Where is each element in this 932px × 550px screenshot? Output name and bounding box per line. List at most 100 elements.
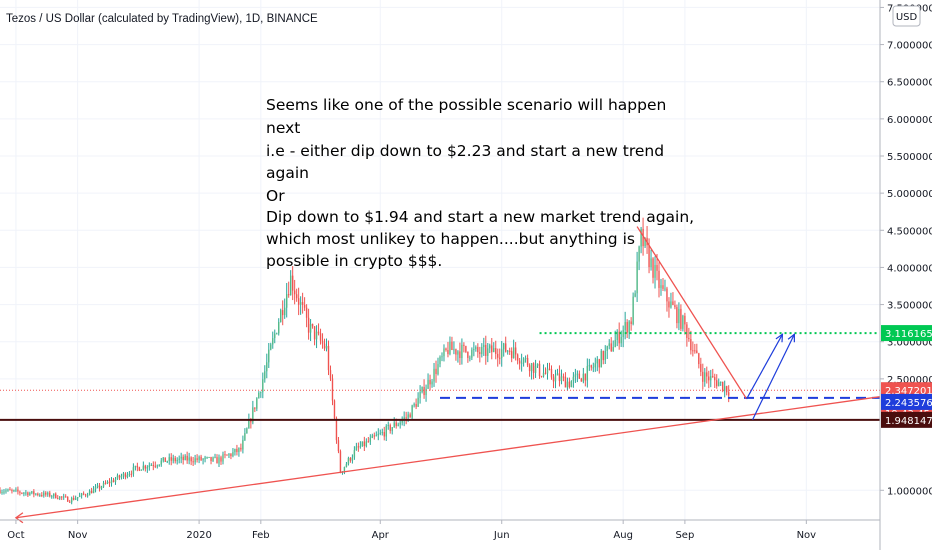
candle-body xyxy=(443,348,445,357)
candle-body xyxy=(116,475,119,480)
candle-body xyxy=(656,264,658,271)
candle-body xyxy=(222,454,224,462)
candle-body xyxy=(122,473,125,476)
candle-body xyxy=(544,372,547,374)
candle-body xyxy=(600,350,602,368)
candle-body xyxy=(307,317,310,333)
candle-body xyxy=(41,494,43,496)
candle-body xyxy=(88,490,91,496)
candle-body xyxy=(423,386,425,396)
candle-body xyxy=(198,456,200,460)
currency-button[interactable]: USD xyxy=(892,5,921,27)
trend-arrowhead xyxy=(14,512,24,524)
time-tick-label: Aug xyxy=(613,530,633,541)
candle-body xyxy=(449,341,451,355)
candle-body xyxy=(190,457,192,462)
price-tick-label: 3.5000000 xyxy=(887,301,932,312)
candle-body xyxy=(594,363,596,368)
candle-body xyxy=(353,450,356,458)
candle-body xyxy=(335,418,338,441)
candle-body xyxy=(642,228,644,247)
candle-body xyxy=(457,351,459,355)
candle-body xyxy=(3,491,5,493)
candle-body xyxy=(429,379,431,385)
candle-body xyxy=(250,419,252,423)
candle-body xyxy=(120,475,123,478)
candle-body xyxy=(256,398,258,409)
candle-body xyxy=(82,493,85,495)
price-tick-label: 5.5000000 xyxy=(887,152,932,163)
candle-body xyxy=(413,404,415,406)
candle-body xyxy=(459,351,461,359)
candle-body xyxy=(508,350,511,352)
candle-body xyxy=(337,440,340,452)
candle-body xyxy=(395,422,397,426)
candle-body xyxy=(694,350,696,352)
candle-body xyxy=(616,331,618,341)
candle-body xyxy=(236,448,238,453)
candle-body xyxy=(66,496,69,502)
candle-body xyxy=(590,365,593,368)
candle-body xyxy=(285,294,288,308)
candle-body xyxy=(708,376,710,381)
candle-body xyxy=(19,491,21,493)
price-tags: 3.11616552.347201219:43:452.24357641.948… xyxy=(881,325,932,428)
candle-body xyxy=(435,368,437,375)
candle-body xyxy=(176,459,178,462)
candle-body xyxy=(35,493,37,495)
candle-body xyxy=(311,323,314,327)
candle-body xyxy=(644,237,646,247)
candle-body xyxy=(710,376,712,381)
candle-body xyxy=(114,479,117,482)
candle-body xyxy=(574,374,577,377)
candle-body xyxy=(297,298,300,305)
candle-body xyxy=(194,458,196,463)
annotation-note: Seems like one of the possible scenario … xyxy=(266,96,694,270)
candle-body xyxy=(692,350,694,352)
currency-label: USD xyxy=(896,12,918,23)
note-line: again xyxy=(266,164,309,182)
candle-body xyxy=(481,347,483,355)
candle-body xyxy=(602,350,604,361)
candle-body xyxy=(407,414,409,418)
candle-body xyxy=(9,489,11,491)
candle-body xyxy=(78,495,81,498)
candle-body xyxy=(206,457,208,459)
price-tick-label: 2.5000000 xyxy=(887,375,932,386)
candle-body xyxy=(45,492,47,495)
candle-body xyxy=(485,344,487,356)
candle-body xyxy=(716,380,718,387)
candle-body xyxy=(90,490,93,494)
candle-body xyxy=(94,486,97,490)
projection-arrow xyxy=(752,334,795,420)
candle-body xyxy=(57,498,59,500)
candle-body xyxy=(321,340,324,344)
candle-body xyxy=(636,261,638,294)
candle-body xyxy=(554,375,557,382)
candle-body xyxy=(154,465,156,467)
candle-body xyxy=(345,464,348,468)
candle-body xyxy=(483,344,485,348)
candle-body xyxy=(662,285,664,289)
candle-body xyxy=(172,457,174,461)
candle-body xyxy=(487,348,489,356)
candle-body xyxy=(15,489,17,491)
candle-body xyxy=(92,489,95,494)
candle-body xyxy=(445,348,447,351)
note-line: which most unlikey to happen....but anyt… xyxy=(266,230,635,248)
candle-body xyxy=(588,365,591,367)
candle-body xyxy=(568,381,571,388)
candle-body xyxy=(702,371,704,382)
candle-body xyxy=(526,358,529,366)
projection-arrowhead xyxy=(775,333,784,343)
candle-body xyxy=(724,386,726,391)
candle-body xyxy=(170,457,172,461)
candle-body xyxy=(411,405,413,418)
candle-body xyxy=(666,288,668,302)
candle-body xyxy=(220,457,222,462)
candle-body xyxy=(230,454,232,457)
candle-body xyxy=(415,404,417,407)
candle-body xyxy=(254,407,256,409)
